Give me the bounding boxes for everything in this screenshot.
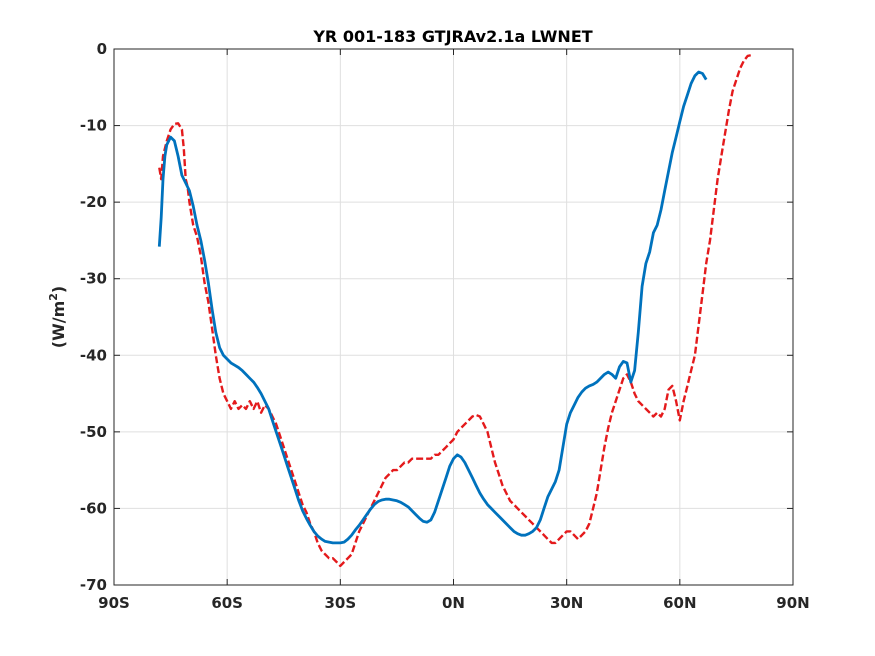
y-axis-label-close: ) xyxy=(49,286,68,293)
x-tick-label: 30N xyxy=(550,594,583,612)
series-group xyxy=(157,53,752,568)
y-tick-labels: 0 -10 -20 -30 -40 -50 -60 -70 xyxy=(80,40,107,594)
y-tick-label: -40 xyxy=(80,346,107,364)
y-tick-label: -20 xyxy=(80,193,107,211)
x-tick-label: 0N xyxy=(442,594,465,612)
x-tick-labels: 90S 60S 30S 0N 30N 60N 90N xyxy=(98,594,810,612)
x-tick-label: 60N xyxy=(663,594,696,612)
x-tick-label: 30S xyxy=(324,594,356,612)
series-line-1 xyxy=(158,53,752,568)
y-tick-label: -60 xyxy=(80,499,107,517)
y-tick-label: -30 xyxy=(80,270,107,288)
y-tick-label: 0 xyxy=(97,40,107,58)
ticks xyxy=(113,48,794,586)
y-tick-label: -70 xyxy=(80,576,107,594)
y-tick-label: -10 xyxy=(80,117,107,135)
series-line-2 xyxy=(157,70,708,545)
x-tick-label: 90N xyxy=(776,594,809,612)
x-tick-label: 90S xyxy=(98,594,130,612)
x-tick-label: 60S xyxy=(211,594,243,612)
chart-title: YR 001-183 GTJRAv2.1a LWNET xyxy=(312,27,592,46)
y-axis-label: (W/m2) xyxy=(47,286,68,348)
y-axis-label-main: (W/m xyxy=(49,301,68,348)
y-axis-label-superscript: 2 xyxy=(47,293,60,301)
y-tick-label: -50 xyxy=(80,423,107,441)
